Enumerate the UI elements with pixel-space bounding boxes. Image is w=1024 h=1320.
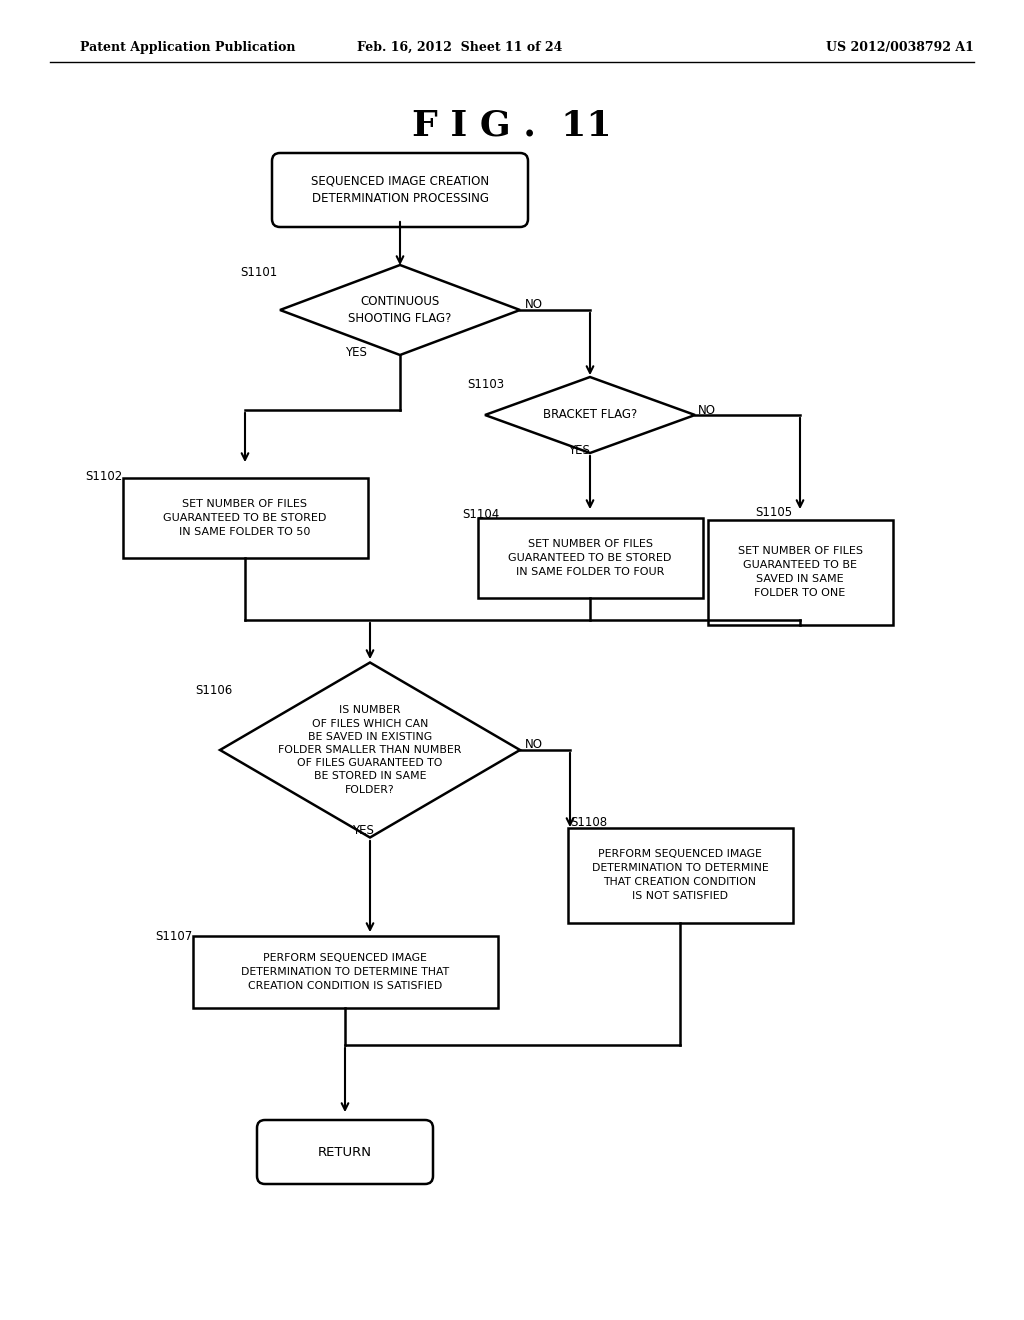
Text: YES: YES xyxy=(352,824,374,837)
Text: RETURN: RETURN xyxy=(318,1146,372,1159)
Text: SET NUMBER OF FILES
GUARANTEED TO BE STORED
IN SAME FOLDER TO FOUR: SET NUMBER OF FILES GUARANTEED TO BE STO… xyxy=(508,539,672,577)
Text: SET NUMBER OF FILES
GUARANTEED TO BE
SAVED IN SAME
FOLDER TO ONE: SET NUMBER OF FILES GUARANTEED TO BE SAV… xyxy=(737,546,862,598)
Polygon shape xyxy=(280,265,520,355)
Text: CONTINUOUS
SHOOTING FLAG?: CONTINUOUS SHOOTING FLAG? xyxy=(348,294,452,325)
Text: S1107: S1107 xyxy=(155,931,193,944)
Text: F I G .  11: F I G . 11 xyxy=(413,108,611,143)
FancyBboxPatch shape xyxy=(257,1119,433,1184)
Text: S1103: S1103 xyxy=(467,379,504,392)
Text: BRACKET FLAG?: BRACKET FLAG? xyxy=(543,408,637,421)
Bar xyxy=(477,517,702,598)
Bar xyxy=(708,520,893,624)
Bar xyxy=(193,936,498,1008)
Text: S1105: S1105 xyxy=(755,506,793,519)
Text: S1104: S1104 xyxy=(462,508,500,521)
Text: NO: NO xyxy=(525,738,543,751)
Text: SEQUENCED IMAGE CREATION
DETERMINATION PROCESSING: SEQUENCED IMAGE CREATION DETERMINATION P… xyxy=(311,174,489,206)
Polygon shape xyxy=(485,378,695,453)
Text: S1108: S1108 xyxy=(570,817,607,829)
Text: IS NUMBER
OF FILES WHICH CAN
BE SAVED IN EXISTING
FOLDER SMALLER THAN NUMBER
OF : IS NUMBER OF FILES WHICH CAN BE SAVED IN… xyxy=(279,705,462,795)
Polygon shape xyxy=(220,663,520,837)
Text: US 2012/0038792 A1: US 2012/0038792 A1 xyxy=(826,41,974,54)
Text: NO: NO xyxy=(525,298,543,312)
Text: SET NUMBER OF FILES
GUARANTEED TO BE STORED
IN SAME FOLDER TO 50: SET NUMBER OF FILES GUARANTEED TO BE STO… xyxy=(163,499,327,537)
FancyBboxPatch shape xyxy=(272,153,528,227)
Text: YES: YES xyxy=(568,444,590,457)
Text: Patent Application Publication: Patent Application Publication xyxy=(80,41,296,54)
Text: PERFORM SEQUENCED IMAGE
DETERMINATION TO DETERMINE THAT
CREATION CONDITION IS SA: PERFORM SEQUENCED IMAGE DETERMINATION TO… xyxy=(241,953,450,991)
Text: S1102: S1102 xyxy=(85,470,122,483)
Bar xyxy=(123,478,368,558)
Text: NO: NO xyxy=(698,404,716,417)
Text: Feb. 16, 2012  Sheet 11 of 24: Feb. 16, 2012 Sheet 11 of 24 xyxy=(357,41,562,54)
Text: S1106: S1106 xyxy=(195,684,232,697)
Text: PERFORM SEQUENCED IMAGE
DETERMINATION TO DETERMINE
THAT CREATION CONDITION
IS NO: PERFORM SEQUENCED IMAGE DETERMINATION TO… xyxy=(592,849,768,902)
Bar xyxy=(567,828,793,923)
Text: YES: YES xyxy=(345,346,367,359)
Text: S1101: S1101 xyxy=(240,265,278,279)
